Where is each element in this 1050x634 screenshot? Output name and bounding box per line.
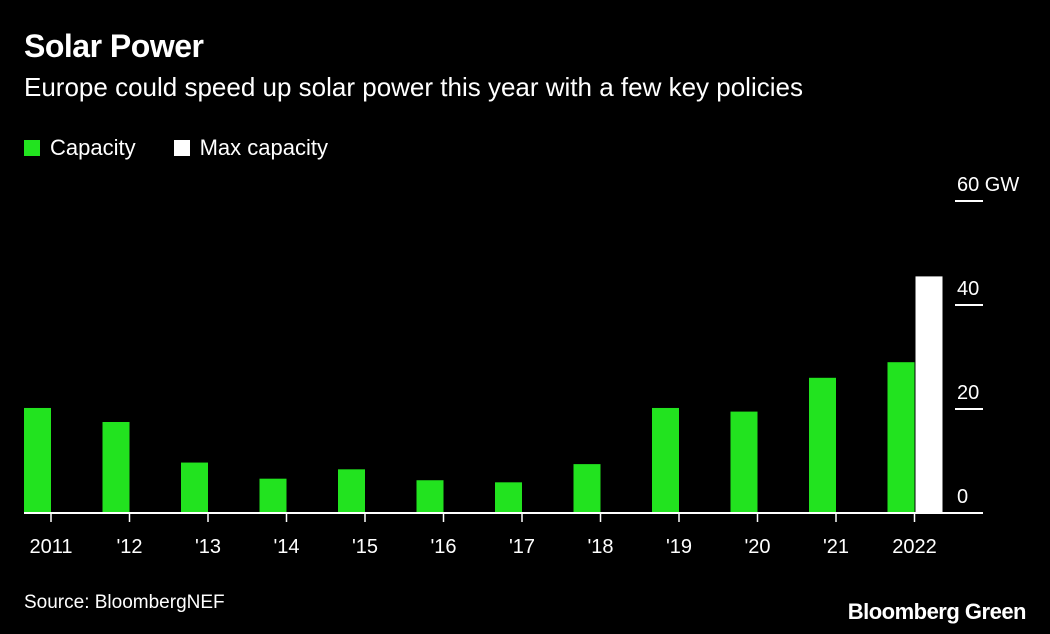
bar-capacity (809, 377, 836, 513)
x-tick-label: '21 (823, 536, 849, 558)
chart-title: Solar Power (24, 28, 204, 64)
x-tick-label: '19 (666, 536, 692, 558)
x-tick-label: '12 (116, 536, 142, 558)
bar-capacity (887, 362, 915, 513)
legend-label-capacity: Capacity (50, 135, 136, 160)
legend-item-capacity: Capacity (24, 135, 136, 161)
legend-item-max-capacity: Max capacity (173, 135, 328, 161)
legend: Capacity Max capacity (24, 135, 366, 161)
bar-capacity (416, 480, 444, 513)
x-tick-label: '20 (744, 536, 770, 558)
bar-capacity (102, 422, 130, 513)
bar-capacity (181, 462, 208, 513)
y-tick-label: 40 (957, 278, 979, 300)
y-tick-label: 60 GW (957, 174, 1019, 196)
bar-capacity (24, 407, 51, 513)
bar-capacity (259, 478, 287, 513)
x-tick-label: 2011 (29, 536, 72, 558)
x-tick-label: '17 (509, 536, 535, 558)
x-tick-label: 2022 (892, 536, 937, 558)
bar-capacity (573, 464, 601, 513)
y-tick-label: 20 (957, 382, 979, 404)
source-note: Source: BloombergNEF (24, 592, 225, 613)
legend-swatch-capacity (24, 140, 40, 156)
x-tick-label: '16 (430, 536, 456, 558)
bar-capacity (652, 407, 679, 513)
x-tick-label: '13 (195, 536, 221, 558)
y-tick-label: 0 (957, 486, 968, 508)
x-tick-label: '14 (273, 536, 299, 558)
bar-capacity (730, 411, 758, 513)
bar-capacity (495, 482, 522, 513)
legend-swatch-max-capacity (173, 140, 190, 156)
bar-capacity (338, 469, 365, 513)
x-tick-label: '15 (352, 536, 378, 558)
chart-subtitle: Europe could speed up solar power this y… (24, 72, 803, 102)
brand-logo: Bloomberg Green (847, 599, 1027, 624)
bar-max-capacity (915, 276, 943, 513)
x-tick-label: '18 (587, 536, 613, 558)
legend-label-max-capacity: Max capacity (199, 135, 328, 160)
